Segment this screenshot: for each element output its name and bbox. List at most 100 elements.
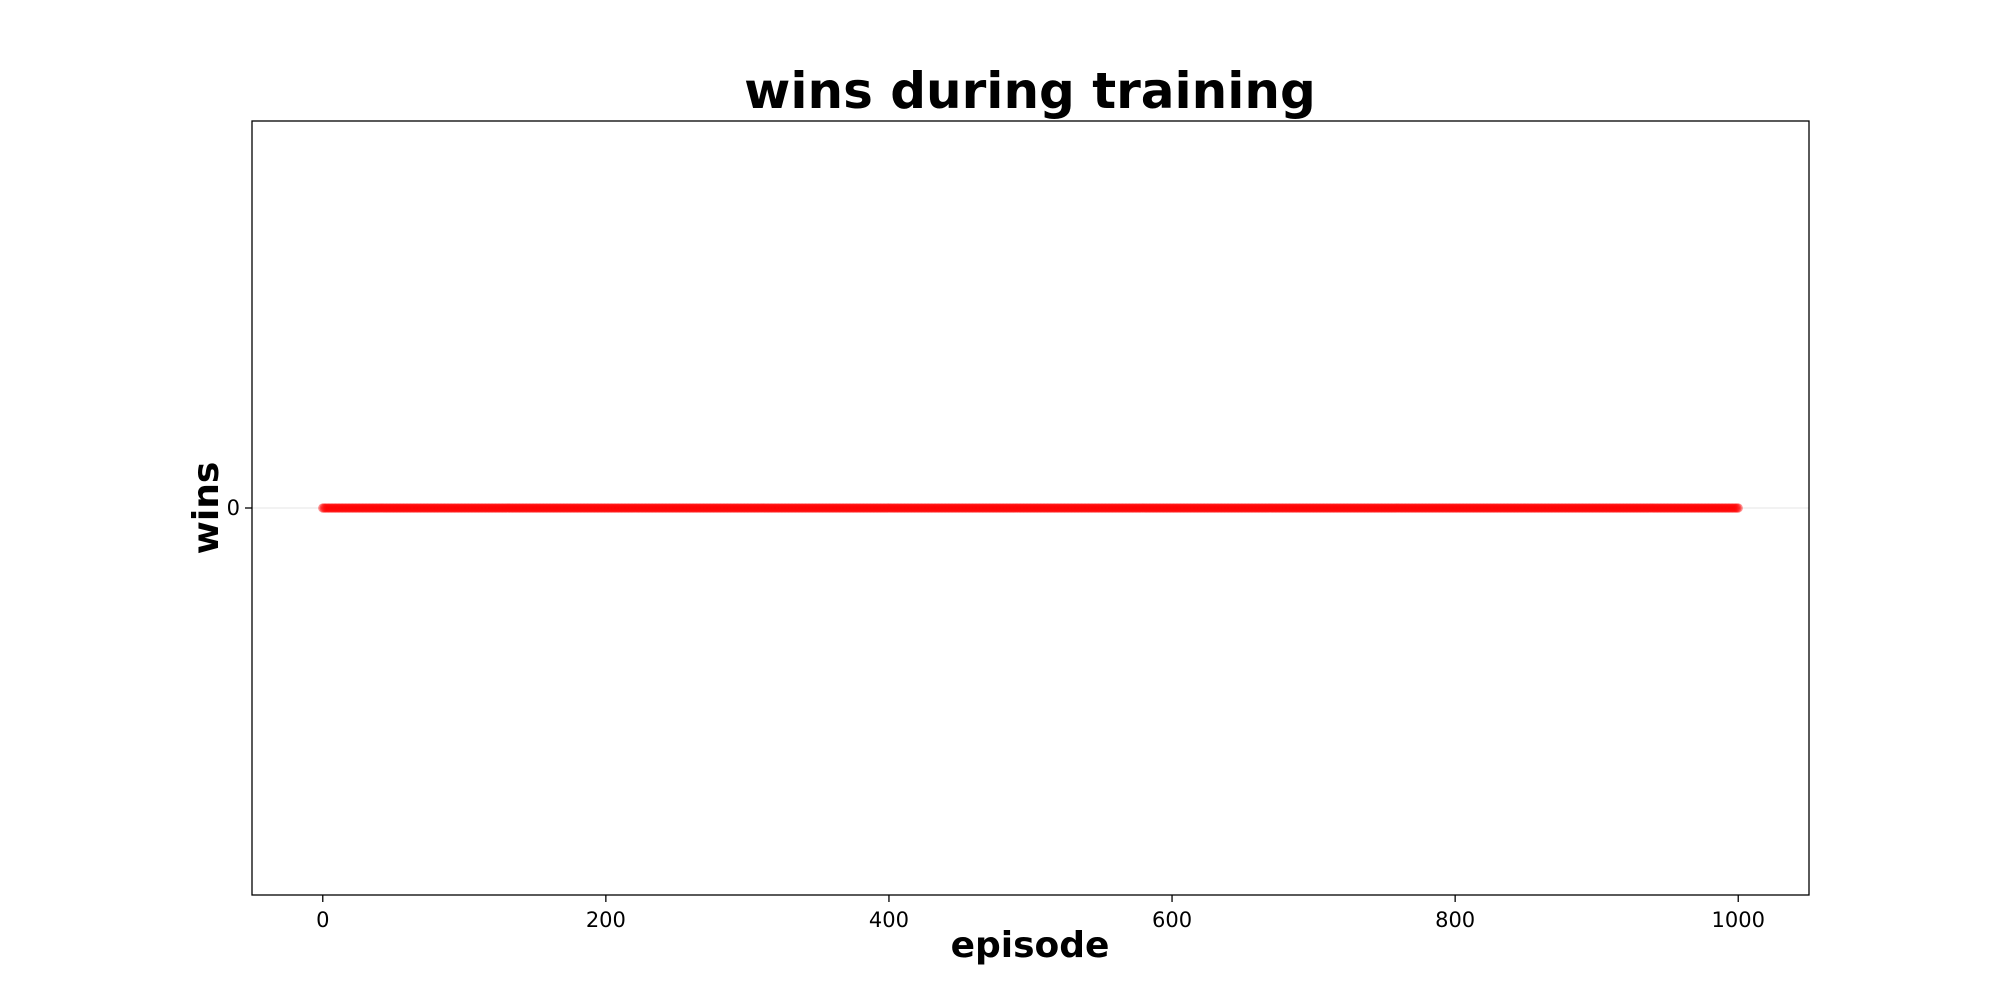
data-point: [739, 503, 750, 513]
data-point: [1229, 503, 1239, 513]
data-point: [976, 503, 986, 513]
data-point: [1626, 503, 1636, 513]
data-point: [560, 503, 570, 513]
data-point: [628, 503, 638, 513]
data-point: [592, 503, 602, 513]
data-point: [413, 503, 423, 513]
data-point: [1509, 503, 1520, 513]
data-point: [1258, 503, 1268, 513]
data-point: [1386, 503, 1397, 513]
data-point: [1429, 503, 1439, 513]
data-point: [1618, 503, 1629, 513]
data-point: [547, 503, 557, 513]
data-point: [1692, 503, 1702, 513]
data-point: [369, 503, 379, 513]
data-point: [1381, 503, 1391, 513]
data-point: [766, 503, 777, 513]
data-point: [1151, 503, 1162, 513]
data-point: [340, 503, 351, 513]
data-point: [1549, 503, 1559, 513]
data-point: [771, 503, 781, 513]
data-point: [400, 503, 410, 513]
data-point: [1122, 503, 1132, 513]
data-point: [591, 503, 601, 513]
data-point: [1338, 503, 1348, 513]
data-point: [1712, 503, 1722, 513]
data-point: [938, 503, 948, 513]
data-point: [827, 503, 837, 513]
data-point: [776, 503, 786, 513]
data-point: [1222, 503, 1232, 513]
data-point: [657, 503, 668, 513]
data-point: [318, 503, 328, 513]
data-point: [1232, 503, 1242, 513]
data-point: [989, 503, 999, 513]
data-point: [1287, 503, 1297, 513]
data-point: [1558, 503, 1568, 513]
data-point: [943, 503, 954, 513]
data-point: [1074, 503, 1084, 513]
data-point: [1708, 503, 1718, 513]
data-point: [1609, 503, 1619, 513]
data-point: [737, 503, 747, 513]
data-point: [1596, 503, 1606, 513]
data-point: [1359, 503, 1370, 513]
data-point: [1369, 503, 1380, 513]
data-point: [522, 503, 532, 513]
data-point: [1342, 503, 1353, 513]
data-point: [456, 503, 467, 513]
data-point: [1379, 503, 1389, 513]
data-point: [1532, 503, 1542, 513]
data-point: [990, 503, 1000, 513]
data-point: [713, 503, 723, 513]
data-point: [1572, 503, 1582, 513]
data-point: [880, 503, 890, 513]
data-point: [1583, 503, 1593, 513]
data-point: [1341, 503, 1351, 513]
data-point: [831, 503, 842, 513]
data-point: [1703, 503, 1714, 513]
data-point: [697, 503, 707, 513]
data-point: [1256, 503, 1266, 513]
data-point: [781, 503, 791, 513]
data-point: [1068, 503, 1078, 513]
data-point: [953, 503, 963, 513]
data-point: [1655, 503, 1665, 513]
data-point: [810, 503, 820, 513]
data-point: [1543, 503, 1554, 513]
data-point: [939, 503, 949, 513]
data-point: [1139, 503, 1149, 513]
data-point: [970, 503, 980, 513]
data-point: [1168, 503, 1179, 513]
x-tick-label: 1000: [1712, 908, 1765, 932]
data-point: [1368, 503, 1378, 513]
data-point: [1592, 503, 1602, 513]
data-point: [1613, 503, 1623, 513]
data-point: [676, 503, 686, 513]
data-point: [635, 503, 645, 513]
data-points: [318, 503, 1743, 513]
data-point: [956, 503, 966, 513]
data-point: [991, 503, 1002, 513]
data-point: [407, 503, 417, 513]
x-axis-label: episode: [951, 925, 1110, 966]
data-point: [1439, 503, 1449, 513]
data-point: [396, 503, 406, 513]
data-point: [1408, 503, 1418, 513]
data-point: [696, 503, 706, 513]
data-point: [1085, 503, 1095, 513]
data-point: [1481, 503, 1491, 513]
data-point: [997, 503, 1007, 513]
data-point: [1616, 503, 1626, 513]
data-point: [1568, 503, 1578, 513]
data-point: [1365, 503, 1375, 513]
data-point: [1640, 503, 1650, 513]
data-point: [689, 503, 699, 513]
data-point: [703, 503, 713, 513]
data-point: [1461, 503, 1472, 513]
data-point: [847, 503, 857, 513]
data-point: [905, 503, 915, 513]
data-point: [1226, 503, 1237, 513]
data-point: [1262, 503, 1272, 513]
data-point: [364, 503, 375, 513]
